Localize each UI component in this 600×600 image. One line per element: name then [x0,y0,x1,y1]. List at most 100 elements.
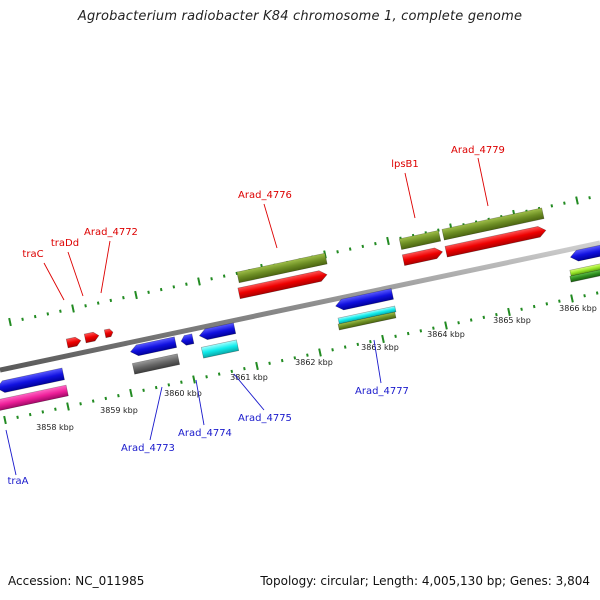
leader-line [43,262,65,301]
track-dot [419,329,423,333]
reverse-strand-dotted-track [3,291,599,425]
track-dot [21,317,24,321]
track-dot [122,296,125,300]
feature-label-traC[interactable]: traC [22,249,43,260]
track-dot [550,204,554,208]
gene-block-traA[interactable] [0,367,65,394]
track-dot [293,356,297,360]
track-dot [41,410,45,414]
track-dot [343,345,347,349]
feature-label-Arad_4777[interactable]: Arad_4777 [355,386,409,397]
feature-label-Arad_4779[interactable]: Arad_4779 [451,145,505,156]
leader-line [149,386,163,441]
feature-label-Arad_4773[interactable]: Arad_4773 [121,443,175,454]
track-dot [147,290,150,294]
leader-line [373,339,382,384]
track-dot [71,304,75,313]
track-dot [129,388,133,398]
track-dot [507,307,511,317]
track-dot [386,236,390,246]
track-dot [117,394,120,398]
cog-block-Arad_4779[interactable] [441,207,545,241]
genome-backbone [0,240,600,373]
cog-block-Arad_4776[interactable] [236,252,328,284]
cog-block-next-b[interactable] [569,267,600,283]
gene-block-Arad_4779[interactable] [444,225,547,258]
track-dot [545,302,549,306]
leader-line [5,429,17,476]
map-title: Agrobacterium radiobacter K84 chromosome… [77,9,523,24]
feature-label-Arad_4776[interactable]: Arad_4776 [238,190,292,201]
feature-labels: traC traDd Arad_4772 Arad_4776 lpsB1 Arad_477… [5,145,505,487]
cog-block-Arad_4777-b[interactable] [337,311,397,331]
feature-label-Arad_4772[interactable]: Arad_4772 [84,227,138,238]
kbp-tick-label: 3865 kbp [493,316,531,325]
track-dot [361,244,365,249]
leader-line [195,379,205,426]
track-dot [588,196,591,200]
gene-block-Arad_4773[interactable] [129,336,177,357]
track-dot [210,277,213,281]
gene-block-Arad_4776[interactable] [237,269,328,300]
kbp-tick-label: 3863 kbp [361,343,399,352]
leader-line [100,240,111,294]
kbp-tick-label: 3861 kbp [230,373,268,382]
kbp-tick-label: 3860 kbp [164,389,202,398]
gene-block-Arad_4775[interactable] [198,322,237,341]
track-dot [356,342,360,347]
track-dot [595,291,599,295]
leader-line [263,203,278,249]
track-dot [583,294,586,298]
track-dot [482,315,486,320]
cog-block-traA[interactable] [0,384,69,412]
feature-label-Arad_4775[interactable]: Arad_4775 [238,413,292,424]
kbp-tick-label: 3858 kbp [36,423,74,432]
track-dot [180,380,183,384]
leader-line [67,251,84,297]
track-dot [8,317,12,327]
gene-block-traDd[interactable] [83,331,100,344]
track-dot [230,369,234,374]
kbp-tick-label: 3866 kbp [559,304,597,313]
track-dot [369,339,372,344]
track-dot [104,396,108,401]
gene-block-next[interactable] [569,243,600,262]
track-dot [54,407,57,411]
track-dot [79,402,82,406]
track-dot [167,383,171,387]
track-dot [318,348,322,357]
track-dot [243,367,246,371]
feature-label-traDd[interactable]: traDd [51,238,79,249]
gene-block-lpsB1[interactable] [401,246,444,266]
track-dot [570,294,574,303]
gene-block-Arad_4772[interactable] [103,328,114,339]
cog-block-Arad_4773[interactable] [132,353,180,375]
cog-block-lpsB1[interactable] [398,230,442,250]
gene-block-Arad_4777[interactable] [334,288,394,312]
track-dot [495,312,498,317]
cog-block-next-a[interactable] [569,261,600,277]
feature-label-Arad_4774[interactable]: Arad_4774 [178,428,232,439]
track-dot [469,318,473,322]
track-dot [134,290,138,300]
track-dot [558,299,561,303]
track-dot [154,385,158,390]
track-dot [192,375,196,384]
cog-block-Arad_4777-a[interactable] [337,305,397,325]
track-dot [444,321,448,330]
feature-label-lpsB1[interactable]: lpsB1 [391,159,419,170]
track-dot [520,307,523,311]
track-dot [532,304,536,309]
cog-block-Arad_4775[interactable] [200,339,240,359]
feature-label-traA[interactable]: traA [7,476,28,487]
track-dot [336,250,339,254]
gene-block-traC[interactable] [65,336,82,349]
track-dot [255,361,259,371]
track-dot [33,314,37,319]
gene-block-Arad_4774[interactable] [180,333,195,346]
track-dot [348,247,352,251]
track-dot [96,301,100,305]
feature-blocks [0,207,600,412]
track-dot [374,241,377,246]
